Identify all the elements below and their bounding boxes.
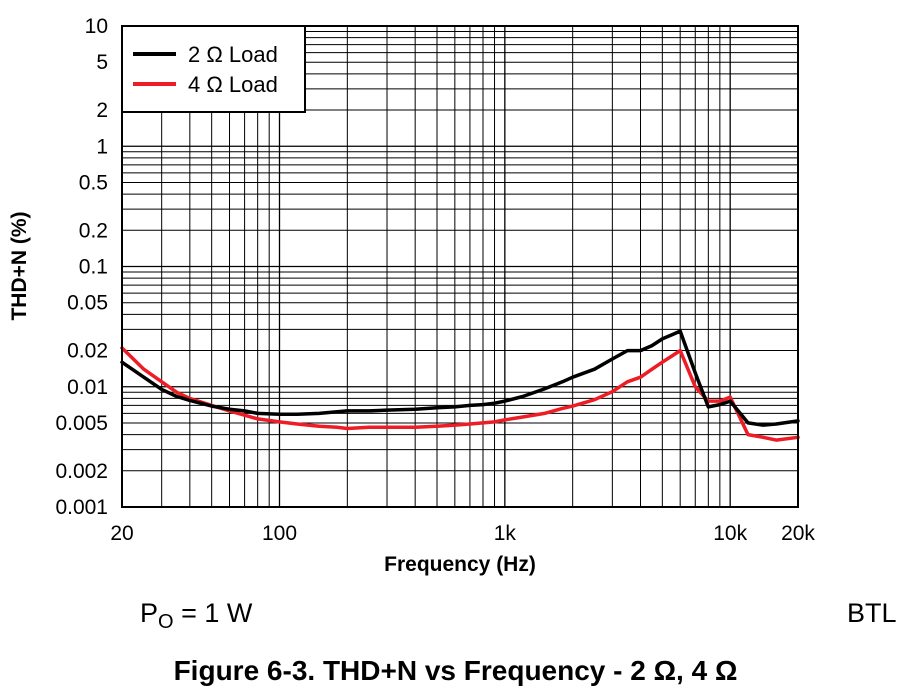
power-condition: PO = 1 W bbox=[140, 598, 252, 634]
y-tick-label: 0.02 bbox=[67, 340, 108, 363]
x-tick-labels: 20 100 1k 10k 20k bbox=[110, 522, 815, 545]
y-tick-label: 0.005 bbox=[55, 412, 108, 435]
plot-frame bbox=[121, 25, 799, 508]
y-tick-label: 0.2 bbox=[79, 219, 108, 242]
y-tick-label: 0.5 bbox=[79, 171, 108, 194]
x-tick-label: 100 bbox=[262, 522, 297, 545]
y-tick-labels: 10 5 2 1 0.5 0.2 0.1 0.05 0.02 0.01 0.005 0.002 0.00… bbox=[55, 15, 108, 519]
mode-condition: BTL bbox=[847, 598, 897, 628]
y-tick-label: 0.05 bbox=[67, 292, 108, 315]
y-tick-label: 0.01 bbox=[67, 376, 108, 399]
y-tick-label: 10 bbox=[85, 15, 108, 38]
y-tick-label: 0.002 bbox=[55, 460, 108, 483]
y-tick-label: 1 bbox=[96, 135, 108, 158]
x-axis-label: Frequency (Hz) bbox=[384, 553, 536, 576]
y-tick-label: 0.1 bbox=[79, 256, 108, 279]
power-subscript: O bbox=[158, 611, 174, 633]
x-tick-label: 20 bbox=[110, 522, 133, 545]
series-line-2-ohm bbox=[120, 329, 800, 427]
legend-label-2-ohm: 2 Ω Load bbox=[188, 42, 278, 67]
power-value: = 1 W bbox=[173, 598, 253, 628]
legend: 2 Ω Load 4 Ω Load bbox=[121, 25, 306, 113]
legend-label-4-ohm: 4 Ω Load bbox=[188, 72, 278, 97]
y-axis-label: THD+N (%) bbox=[8, 211, 31, 320]
y-tick-label: 2 bbox=[96, 99, 108, 122]
x-tick-label: 10k bbox=[713, 522, 747, 545]
thd-frequency-chart: 10 5 2 1 0.5 0.2 0.1 0.05 0.02 0.01 0.005 0.002 0.00… bbox=[8, 15, 815, 576]
legend-box bbox=[121, 25, 306, 113]
y-tick-label: 5 bbox=[96, 51, 108, 74]
series-line-4-ohm bbox=[120, 346, 800, 442]
figure-caption: Figure 6-3. THD+N vs Frequency - 2 Ω, 4 … bbox=[173, 655, 738, 686]
x-tick-label: 1k bbox=[494, 522, 517, 545]
x-tick-label: 20k bbox=[781, 522, 815, 545]
power-symbol: P bbox=[140, 598, 159, 628]
y-tick-label: 0.001 bbox=[55, 496, 108, 519]
series-layer bbox=[120, 329, 800, 442]
